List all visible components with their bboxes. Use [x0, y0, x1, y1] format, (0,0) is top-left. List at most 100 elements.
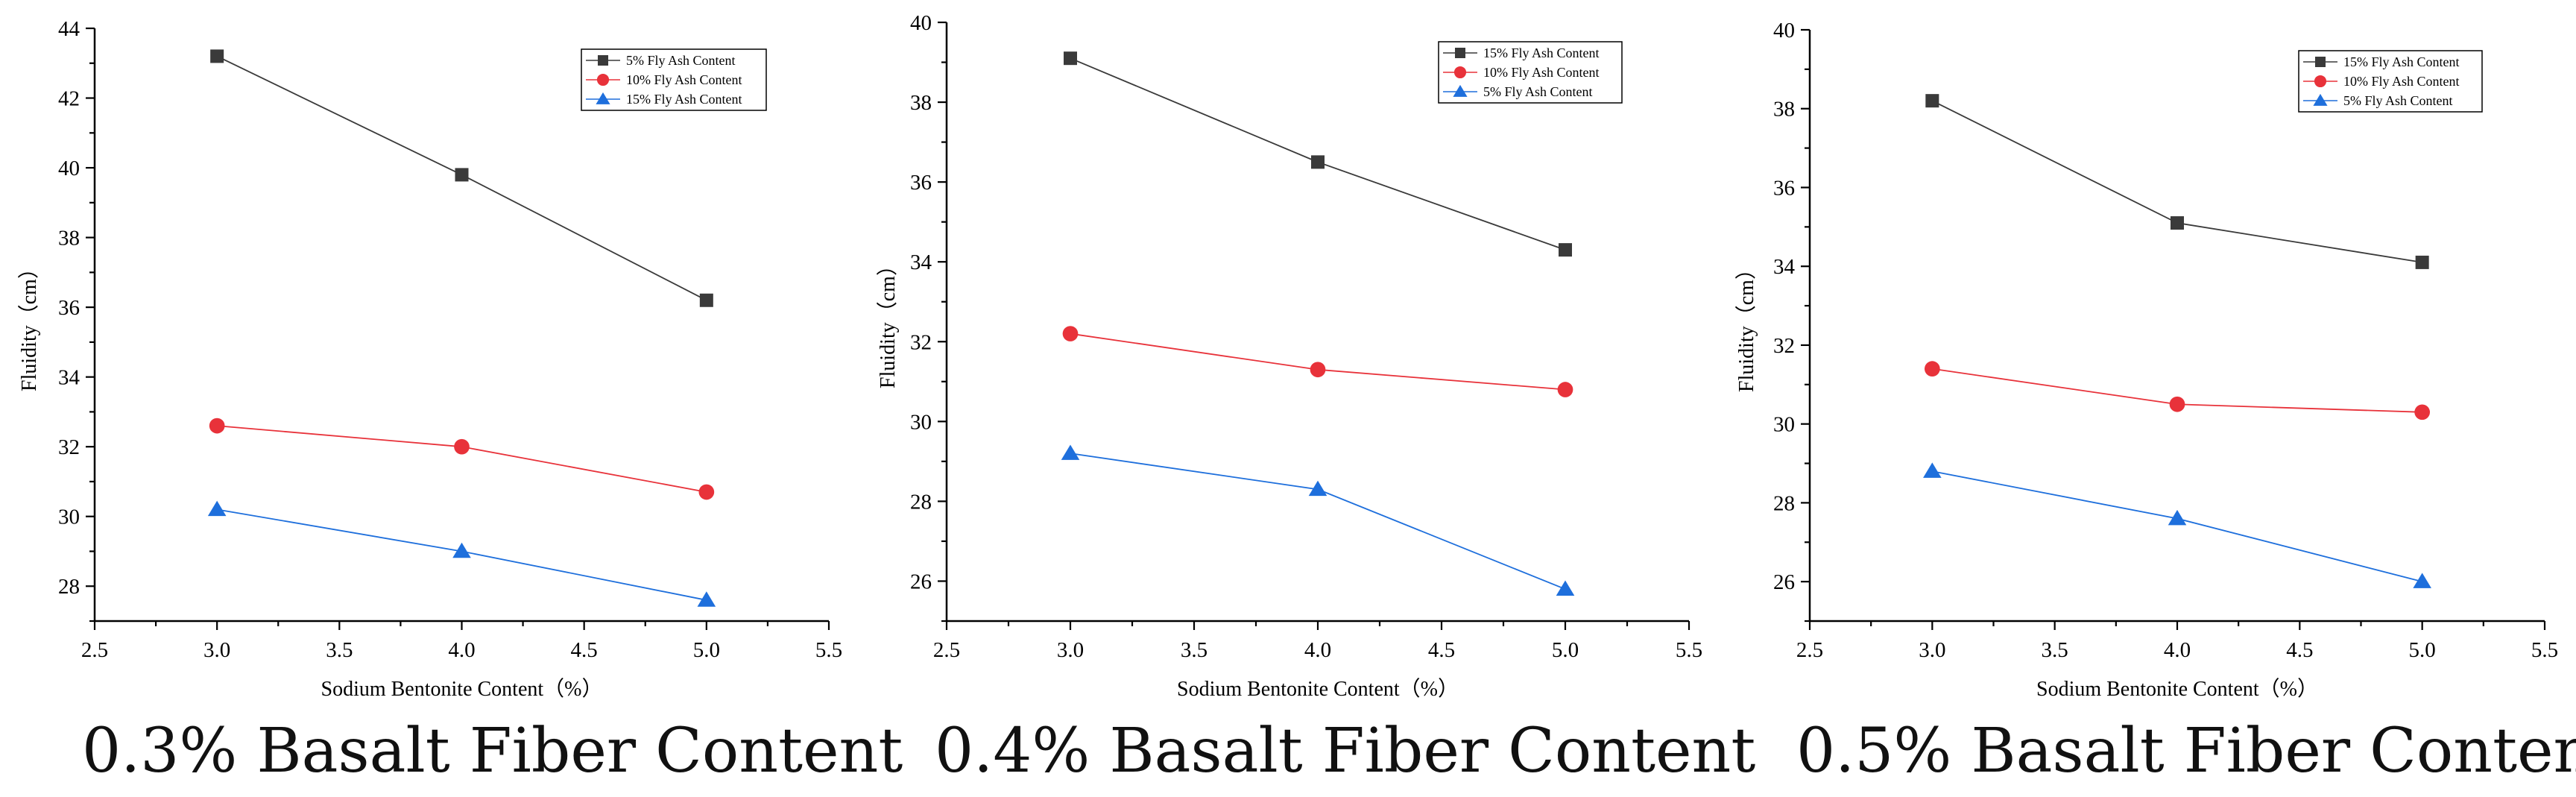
y-tick-label: 38 [1773, 98, 1795, 122]
data-point [2413, 573, 2431, 588]
legend-label: 5% Fly Ash Content [2343, 93, 2453, 108]
legend-label: 15% Fly Ash Content [2343, 54, 2460, 69]
y-axis-title: Fluidity（cm） [876, 255, 900, 388]
legend-marker [2315, 57, 2326, 67]
legend-label: 5% Fly Ash Content [1483, 84, 1593, 99]
x-tick-label: 2.5 [1796, 638, 1823, 662]
chart-caption-2: 0.4% Basalt Fiber Content [935, 716, 1756, 787]
x-tick-label: 2.5 [81, 638, 108, 662]
chart-caption-1: 0.3% Basalt Fiber Content [82, 716, 903, 787]
x-tick-label: 3.5 [2042, 638, 2068, 662]
y-tick-label: 32 [58, 435, 80, 459]
x-tick-label: 4.5 [1428, 638, 1455, 662]
data-point [1924, 361, 1940, 377]
x-tick-label: 2.5 [933, 638, 960, 662]
legend-label: 15% Fly Ash Content [626, 92, 742, 107]
series-line-1 [1931, 100, 2422, 263]
data-point [1923, 462, 1942, 478]
x-tick-label: 3.5 [1181, 638, 1208, 662]
legend-marker [598, 55, 608, 66]
y-tick-label: 32 [1773, 334, 1795, 358]
x-tick-label: 4.5 [571, 638, 598, 662]
data-point [1064, 51, 1077, 66]
data-point [455, 168, 469, 182]
x-axis-title: Sodium Bentonite Content（%） [2036, 677, 2318, 701]
data-point [1556, 580, 1575, 596]
data-point [1310, 362, 1326, 378]
y-tick-label: 40 [910, 11, 932, 35]
legend-marker [2314, 75, 2327, 88]
legend-marker [596, 73, 610, 86]
data-point [2168, 509, 2187, 526]
y-tick-label: 38 [910, 91, 932, 115]
chart-caption-3: 0.5% Basalt Fiber Content [1796, 716, 2576, 787]
y-tick-label: 38 [58, 227, 80, 251]
series-line-3 [1932, 470, 2422, 583]
x-tick-label: 5.5 [1676, 638, 1702, 662]
legend-label: 10% Fly Ash Content [1483, 65, 1600, 80]
y-tick-label: 26 [1773, 570, 1795, 594]
x-axis-title: Sodium Bentonite Content（%） [321, 677, 603, 701]
data-point [2169, 396, 2185, 412]
data-point [2171, 216, 2184, 230]
legend-label: 5% Fly Ash Content [626, 53, 736, 68]
data-point [207, 500, 227, 517]
y-tick-label: 42 [58, 87, 80, 111]
chart-svg-2: 2.5 3.0 3.5 4.0 4.5 5.0 5.5 26 28 30 32 34 36 38 40 Sod… [876, 11, 1702, 701]
y-tick-label: 36 [58, 296, 80, 320]
data-point [698, 484, 715, 500]
x-tick-label: 5.0 [2409, 638, 2436, 662]
data-point [699, 293, 713, 307]
x-tick-label: 4.0 [1304, 638, 1331, 662]
y-tick-label: 40 [1773, 19, 1795, 42]
chart-svg-3: 2.5 3.0 3.5 4.0 4.5 5.0 5.5 26 28 30 32 34 36 38 40 Sod… [1734, 19, 2558, 701]
legend-marker [596, 92, 610, 104]
chart-panel-1: 2.5 3.0 3.5 4.0 4.5 5.0 5.5 28 30 32 34 36 38 40 42 44 S… [0, 0, 903, 797]
x-tick-label: 5.0 [693, 638, 720, 662]
y-tick-label: 28 [58, 575, 80, 599]
y-tick-label: 32 [910, 330, 932, 354]
series-line-2 [1070, 333, 1566, 391]
x-tick-label: 5.5 [2531, 638, 2558, 662]
x-tick-label: 4.0 [2164, 638, 2191, 662]
data-point [210, 49, 224, 63]
x-tick-label: 3.0 [1057, 638, 1084, 662]
chart-panel-3: 2.5 3.0 3.5 4.0 4.5 5.0 5.5 26 28 30 32 34 36 38 40 Sod… [1717, 0, 2576, 797]
data-point [697, 591, 716, 607]
legend-marker [1453, 84, 1468, 97]
data-point [452, 542, 471, 558]
y-tick-label: 28 [910, 490, 932, 514]
x-tick-label: 3.0 [1919, 638, 1945, 662]
legend-label: 10% Fly Ash Content [626, 72, 742, 87]
x-tick-label: 4.5 [2286, 638, 2313, 662]
data-point [1925, 94, 1939, 108]
y-tick-label: 28 [1773, 491, 1795, 515]
data-point [209, 418, 225, 434]
y-tick-label: 30 [910, 410, 932, 434]
legend-marker [1453, 66, 1467, 79]
legend-label: 15% Fly Ash Content [1483, 45, 1600, 60]
y-tick-label: 44 [58, 17, 80, 41]
data-point [2414, 404, 2431, 420]
legend-marker [1455, 48, 1465, 58]
data-point [1557, 382, 1573, 397]
x-tick-label: 5.5 [815, 638, 842, 662]
data-point [454, 438, 470, 455]
y-tick-label: 36 [1773, 176, 1795, 200]
legend-label: 10% Fly Ash Content [2343, 74, 2460, 89]
x-tick-label: 4.0 [448, 638, 475, 662]
y-tick-label: 34 [1773, 255, 1796, 279]
data-point [1061, 444, 1080, 460]
y-tick-label: 30 [58, 505, 80, 529]
chart-panel-2: 2.5 3.0 3.5 4.0 4.5 5.0 5.5 26 28 30 32 34 36 38 40 Sod… [859, 0, 1755, 797]
series-line-3 [1070, 453, 1566, 590]
data-point [1311, 155, 1325, 169]
y-tick-label: 26 [910, 570, 932, 593]
x-tick-label: 5.0 [1552, 638, 1579, 662]
y-tick-label: 36 [910, 171, 932, 195]
series-line-2 [217, 425, 707, 493]
y-tick-label: 34 [58, 366, 80, 390]
data-point [1559, 243, 1572, 257]
legend-marker [2313, 93, 2328, 106]
y-axis-title: Fluidity（cm） [1734, 259, 1758, 392]
